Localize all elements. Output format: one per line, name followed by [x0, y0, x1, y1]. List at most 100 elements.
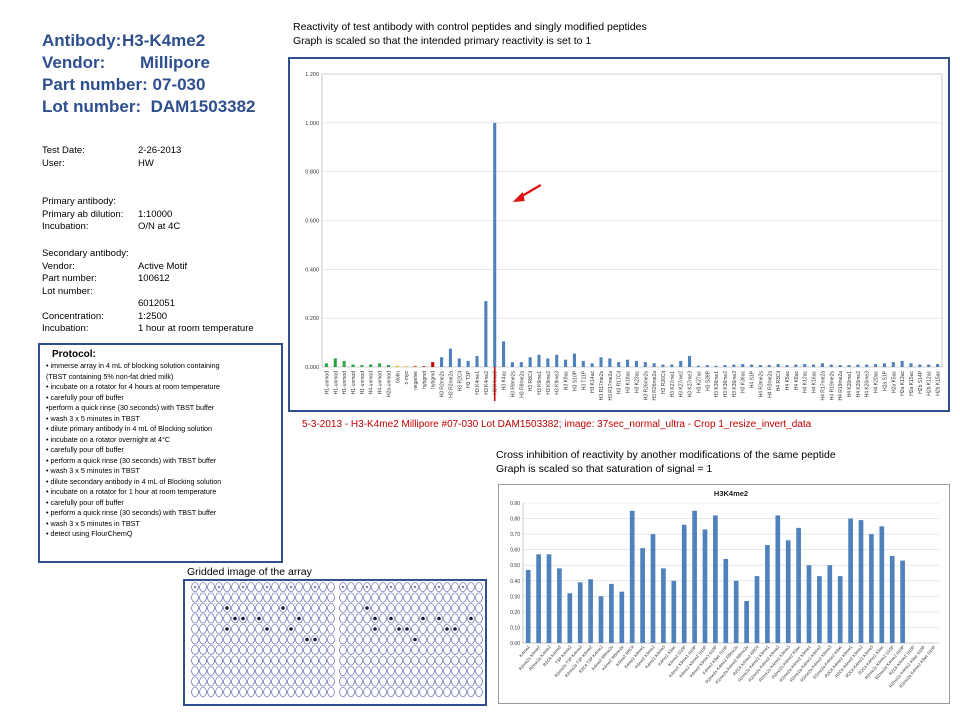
bar	[754, 576, 760, 643]
x-tick-label: H4 K20me1	[847, 371, 853, 398]
array-spot	[339, 582, 347, 592]
array-spot	[371, 666, 379, 676]
array-spot	[255, 666, 263, 676]
array-spot	[403, 666, 411, 676]
array-spot	[319, 655, 327, 666]
array-signal	[389, 616, 393, 621]
array-spot	[239, 592, 247, 603]
array-spot	[311, 592, 319, 603]
array-spot	[207, 624, 215, 634]
array-spot	[207, 666, 215, 676]
array-spot	[435, 592, 443, 603]
array-spot	[287, 603, 295, 613]
x-tick-label: negative	[413, 371, 419, 390]
bar	[557, 568, 562, 643]
array-spot	[247, 613, 255, 624]
secondary-incubation-value: 1 hour at room temperature	[138, 323, 254, 334]
array-spot	[231, 676, 239, 687]
y-tick-label: 0.20	[510, 610, 520, 616]
array-spot	[443, 603, 451, 613]
array-spot	[239, 645, 247, 655]
array-spot	[379, 613, 387, 624]
array-spot	[239, 666, 247, 676]
x-tick-label: H4 R3me2a	[767, 371, 773, 398]
bar	[448, 348, 452, 367]
array-spot	[319, 634, 327, 645]
array-spot	[271, 613, 279, 624]
array-spot	[459, 666, 467, 676]
bar	[609, 583, 614, 643]
array-spot	[207, 676, 215, 687]
array-spot	[223, 603, 231, 613]
x-tick-label: H3 K27ac	[696, 371, 702, 393]
array-spot	[355, 655, 363, 666]
y-tick-label: 0.10	[510, 625, 520, 631]
bar	[475, 356, 479, 367]
bar	[386, 365, 390, 367]
array-spot	[191, 582, 199, 592]
array-spot	[239, 634, 247, 645]
array-spot	[223, 666, 231, 676]
array-spot	[295, 655, 303, 666]
test-info: Test Date: 2-26-2013 User: HW	[42, 145, 181, 170]
array-spot	[411, 592, 419, 603]
array-spot	[279, 592, 287, 603]
cross-inhibition-chart: H3K4me2 0.00 0.10 0.20 0.30 0.40 0.50 0.60 0.70 0…	[510, 489, 939, 689]
bar	[525, 569, 531, 643]
protocol-step: • incubate on a rotator for 1 hour at ro…	[46, 487, 217, 496]
array-spot	[215, 687, 223, 697]
array-spot	[295, 592, 303, 603]
array-spot	[387, 666, 395, 676]
array-spot	[287, 582, 295, 592]
array-signal	[265, 627, 269, 631]
bar	[536, 554, 541, 643]
array-spot	[363, 603, 371, 613]
array-spot	[271, 645, 279, 655]
array-spot	[355, 666, 363, 676]
protocol-steps: • immerse array in 4 mL of blocking solu…	[46, 361, 275, 540]
array-spot	[467, 603, 475, 613]
x-tick-label: H1-unmod	[324, 371, 330, 395]
array-signal-faint	[241, 585, 245, 589]
array-signal	[453, 627, 457, 631]
bar	[617, 362, 621, 367]
array-spot	[303, 687, 311, 697]
gridded-array-image	[191, 582, 483, 697]
bar	[671, 580, 677, 643]
array-spot	[191, 687, 199, 697]
bar	[900, 560, 905, 643]
array-signal	[437, 616, 441, 621]
array-spot	[347, 582, 355, 592]
array-spot	[271, 634, 279, 645]
bar	[775, 515, 781, 643]
array-spot	[199, 655, 207, 666]
array-spot	[287, 645, 295, 655]
array-spot	[339, 613, 347, 624]
array-spot	[371, 645, 379, 655]
bar	[502, 341, 506, 367]
array-signal-faint	[341, 585, 345, 589]
array-spot	[191, 676, 199, 687]
cross-inhibition-caption: Cross inhibition of reactivity by anothe…	[496, 448, 836, 476]
array-spot	[271, 666, 279, 676]
array-spot	[223, 655, 231, 666]
array-spot	[435, 676, 443, 687]
array-spot	[339, 676, 347, 687]
array-signal	[297, 616, 301, 621]
x-tick-label: H4 R19me2a	[838, 371, 844, 401]
array-spot	[467, 624, 475, 634]
array-spot	[435, 634, 443, 645]
array-spot	[295, 687, 303, 697]
array-spot	[467, 687, 475, 697]
x-tick-label: H4 K5ac	[785, 371, 791, 391]
lot-value: DAM1503382	[150, 97, 256, 116]
array-spot	[395, 634, 403, 645]
bar	[546, 554, 552, 643]
primary-dilution-label: Primary ab dilution:	[42, 208, 124, 220]
x-tick-label: hybgmd	[422, 371, 428, 389]
array-spot	[287, 634, 295, 645]
y-tick-label: 0.40	[510, 579, 520, 585]
array-spot	[295, 603, 303, 613]
array-spot	[319, 676, 327, 687]
array-spot	[355, 676, 363, 687]
